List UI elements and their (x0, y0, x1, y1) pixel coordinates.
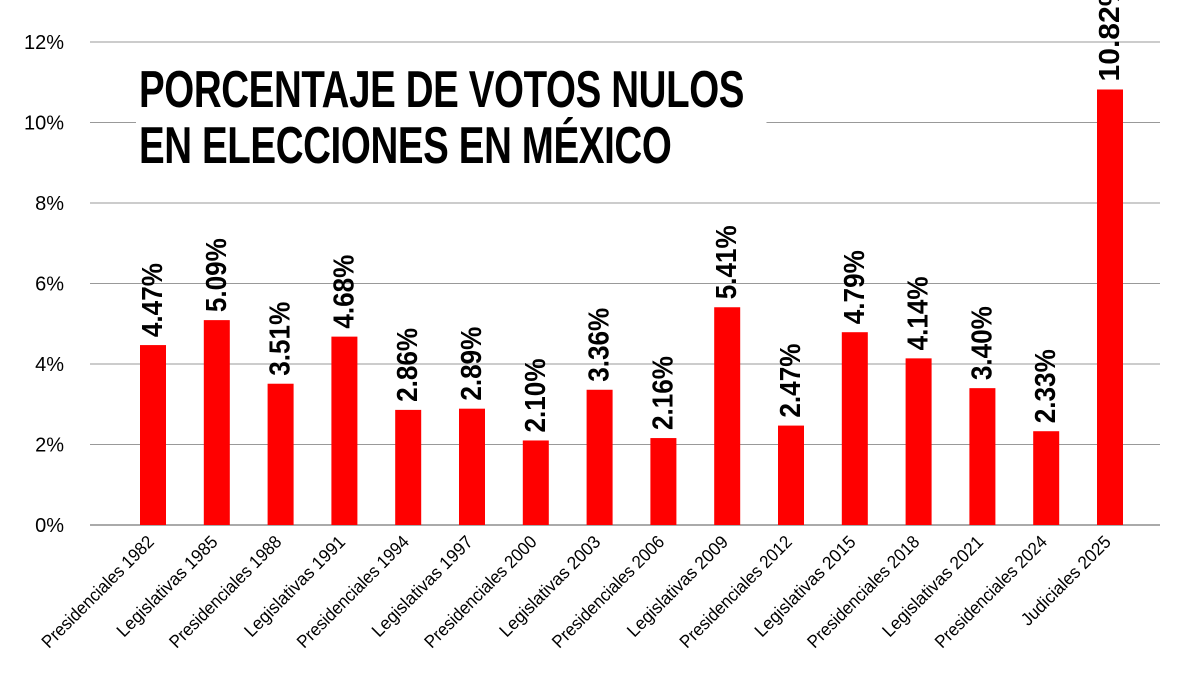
data-label: 3.36% (584, 308, 616, 382)
data-label: 2.86% (392, 328, 424, 402)
bar (586, 389, 613, 525)
data-label: 4.68% (328, 254, 360, 328)
data-label: 2.33% (1030, 349, 1062, 423)
bar (522, 440, 549, 525)
bar (140, 345, 166, 525)
data-label: 2.16% (647, 356, 679, 430)
x-tick-label: Presidenciales 2000 (420, 532, 540, 652)
x-tick-label: Presidenciales 2024 (931, 532, 1051, 652)
x-tick-label: Presidenciales 1994 (293, 532, 413, 652)
x-tick-label: Presidenciales 1982 (38, 532, 158, 652)
bar (203, 320, 230, 525)
y-tick-label: 6% (35, 274, 64, 296)
chart-title-line-1: PORCENTAJE DE VOTOS NULOS (138, 61, 745, 119)
data-label: 10.82% (1094, 0, 1126, 81)
data-label: 3.51% (265, 302, 297, 376)
data-label: 2.89% (456, 326, 488, 400)
x-tick-label: Presidenciales 2006 (548, 532, 668, 652)
data-label: 4.79% (839, 250, 871, 324)
bar (841, 332, 868, 525)
bar (1033, 431, 1060, 525)
bar (395, 409, 422, 525)
data-label: 5.41% (711, 225, 743, 299)
bar (778, 425, 804, 525)
data-label: 4.47% (137, 263, 169, 337)
y-tick-label: 0% (35, 515, 64, 537)
y-tick-label: 10% (24, 113, 64, 135)
bar (267, 383, 294, 525)
bar (650, 438, 677, 525)
y-tick-label: 12% (24, 32, 64, 54)
data-label: 5.09% (201, 238, 233, 312)
bar (331, 336, 358, 525)
y-tick-label: 8% (35, 193, 64, 215)
bar (905, 358, 932, 525)
bar (969, 388, 996, 525)
data-label: 3.40% (966, 306, 998, 380)
data-label: 2.10% (520, 358, 552, 432)
x-tick-label: Presidenciales 2012 (676, 532, 796, 652)
chart-title-line-2: EN ELECCIONES EN MÉXICO (138, 117, 672, 175)
y-tick-label: 4% (35, 354, 64, 376)
bar (1097, 89, 1123, 526)
bar (714, 307, 741, 525)
chart-title: PORCENTAJE DE VOTOS NULOS EN ELECCIONES … (136, 61, 767, 175)
y-tick-label: 2% (35, 435, 64, 457)
bar (459, 408, 485, 525)
data-label: 2.47% (775, 343, 807, 417)
data-label: 4.14% (903, 276, 935, 350)
x-tick-label: Presidenciales 2018 (803, 532, 923, 652)
x-tick-label: Presidenciales 1988 (165, 532, 285, 652)
